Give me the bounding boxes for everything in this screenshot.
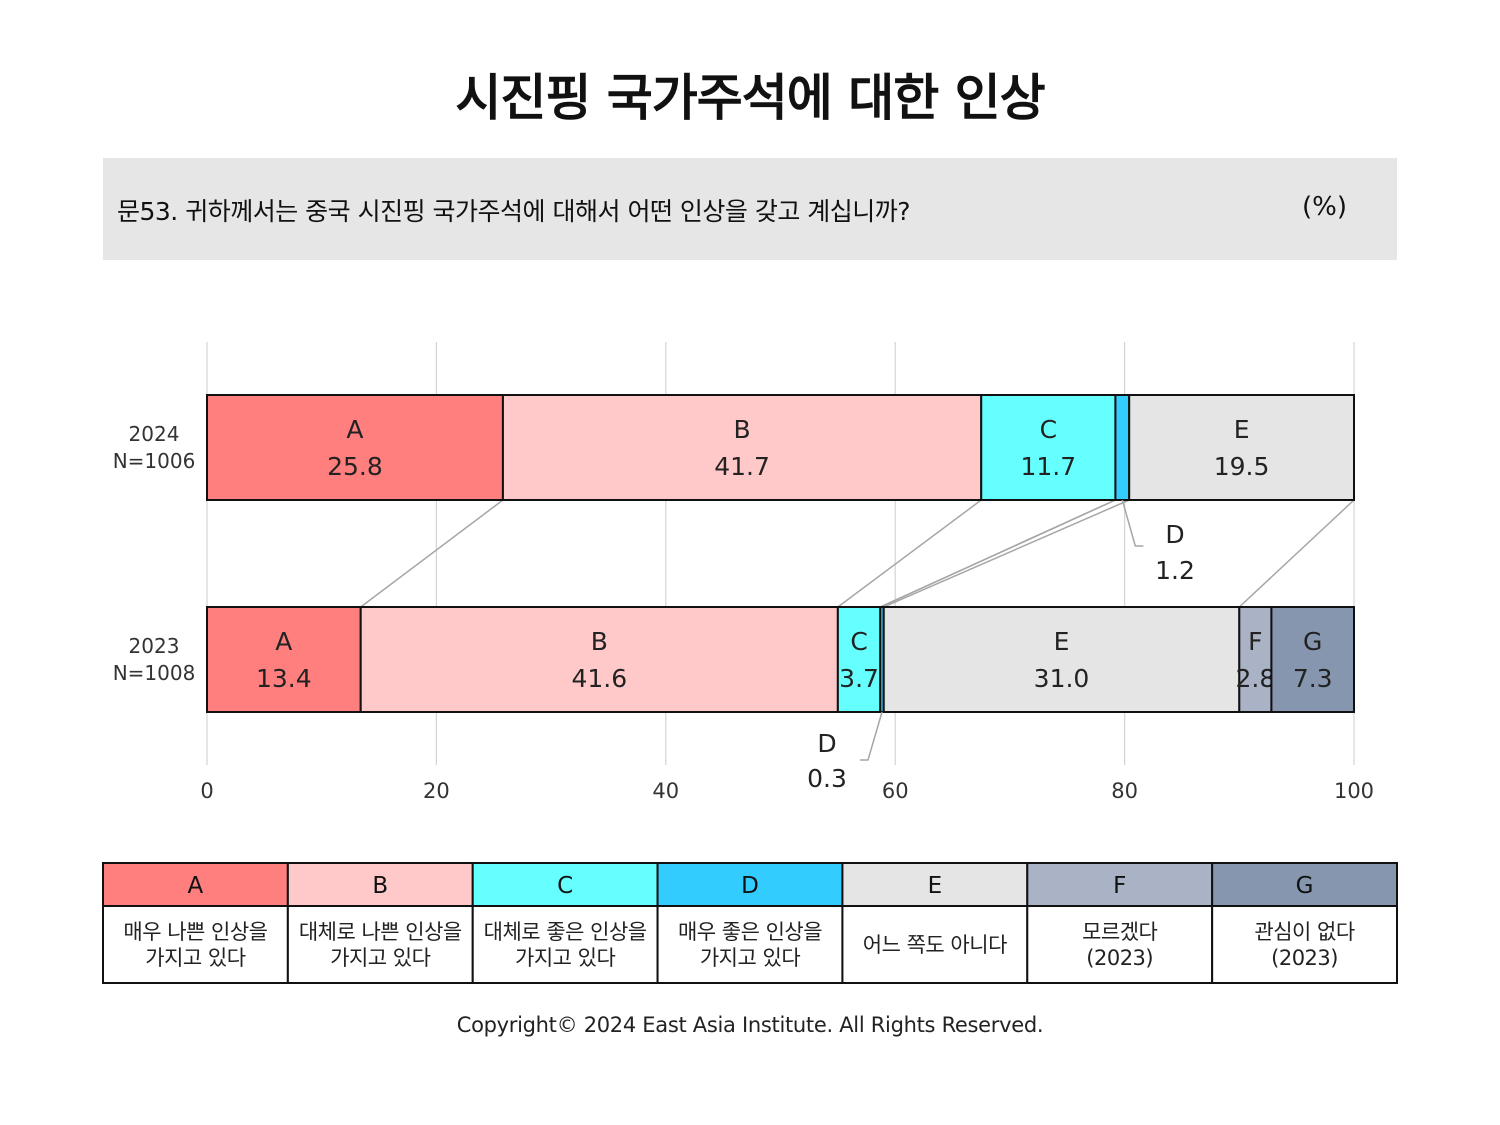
legend-swatch-F bbox=[1026, 862, 1214, 907]
bar-2024-A bbox=[206, 394, 504, 501]
segment-key-2023-D: D bbox=[817, 729, 836, 758]
bar-2023-G bbox=[1270, 606, 1356, 713]
legend-key-D: D bbox=[741, 873, 759, 899]
x-tick-label-100: 100 bbox=[1334, 779, 1374, 803]
bar-2023-C bbox=[836, 606, 882, 713]
data-label-2023-B: 41.6 bbox=[571, 664, 627, 693]
legend-key-A: A bbox=[188, 873, 204, 899]
legend-cell-D bbox=[656, 905, 844, 984]
legend-swatch-E bbox=[841, 862, 1029, 907]
question-text: 문53. 귀하께서는 중국 시진핑 국가주석에 대해서 어떤 인상을 갖고 계십… bbox=[117, 197, 911, 226]
segment-key-2023-A: A bbox=[275, 627, 292, 656]
legend-desc-A-line1: 매우 나쁜 인상을 bbox=[123, 920, 267, 944]
segment-key-2024-B: B bbox=[733, 415, 750, 444]
data-label-2024-B: 41.7 bbox=[714, 452, 770, 481]
bar-2024-D bbox=[1114, 394, 1131, 501]
copyright-text: Copyright© 2024 East Asia Institute. All… bbox=[456, 1013, 1044, 1037]
legend-desc-B-line2: 가지고 있다 bbox=[330, 946, 430, 970]
legend-desc-G-line2: (2023) bbox=[1271, 946, 1338, 970]
legend-desc-B-line1: 대체로 나쁜 인상을 bbox=[299, 920, 462, 944]
data-label-2024-E: 19.5 bbox=[1214, 452, 1270, 481]
legend-key-G: G bbox=[1296, 873, 1314, 899]
legend-desc-E-line1: 어느 쪽도 아니다 bbox=[863, 933, 1007, 957]
segment-key-2023-F: F bbox=[1248, 627, 1262, 656]
bar-2023-F bbox=[1238, 606, 1273, 713]
bar-2023-E bbox=[882, 606, 1241, 713]
segment-key-2023-E: E bbox=[1054, 627, 1070, 656]
legend-desc-C-line2: 가지고 있다 bbox=[515, 946, 615, 970]
legend-desc-G-line1: 관심이 없다 bbox=[1254, 920, 1354, 944]
legend-desc-C-line1: 대체로 좋은 인상을 bbox=[484, 920, 647, 944]
legend-swatch-B bbox=[286, 862, 474, 907]
segment-key-2024-E: E bbox=[1234, 415, 1250, 444]
legend-desc-D-line1: 매우 좋은 인상을 bbox=[678, 920, 822, 944]
row-label-year-2024: 2024 bbox=[129, 422, 180, 446]
x-tick-label-40: 40 bbox=[652, 779, 679, 803]
stacked-bar-chart: 0 20 40 60 80 100 A 25.8 B 41.7 C 11.7 E 19.5 2024 N=10… bbox=[102, 342, 1398, 984]
bar-2023-B bbox=[359, 606, 839, 713]
unit-label: (%) bbox=[1302, 192, 1347, 222]
x-tick-label-20: 20 bbox=[423, 779, 450, 803]
legend-cell-G bbox=[1211, 905, 1398, 984]
x-tick-label-0: 0 bbox=[200, 779, 213, 803]
legend-cell-F bbox=[1026, 905, 1214, 984]
legend-key-F: F bbox=[1113, 873, 1126, 899]
connector-B bbox=[837, 499, 982, 608]
callout-line-2024-D bbox=[1121, 499, 1144, 547]
bar-2024-E bbox=[1128, 394, 1355, 501]
data-label-2023-A: 13.4 bbox=[256, 664, 312, 693]
connector-D-start bbox=[879, 499, 1116, 608]
connector-A bbox=[360, 499, 504, 608]
callout-line-2023-D bbox=[860, 711, 883, 761]
data-label-2024-A: 25.8 bbox=[327, 452, 383, 481]
connector-D bbox=[883, 499, 1130, 608]
bar-2024-B bbox=[501, 394, 983, 501]
legend-cell-A bbox=[102, 905, 289, 984]
legend-desc-F-line1: 모르겠다 bbox=[1082, 920, 1157, 944]
bar-2023-A bbox=[206, 606, 362, 713]
chart-title: 시진핑 국가주석에 대한 인상 bbox=[455, 69, 1045, 127]
data-label-2024-C: 11.7 bbox=[1020, 452, 1076, 481]
legend-desc-A-line2: 가지고 있다 bbox=[145, 946, 245, 970]
data-label-2024-D: 1.2 bbox=[1155, 556, 1195, 585]
data-label-2023-F: 2.8 bbox=[1235, 664, 1275, 693]
data-label-2023-D: 0.3 bbox=[807, 764, 847, 793]
legend-desc-F-line2: (2023) bbox=[1086, 946, 1153, 970]
legend-key-E: E bbox=[928, 873, 943, 899]
x-tick-label-80: 80 bbox=[1111, 779, 1138, 803]
legend-cell-C bbox=[471, 905, 659, 984]
row-label-year-2023: 2023 bbox=[129, 634, 180, 658]
x-tick-label-60: 60 bbox=[882, 779, 909, 803]
segment-key-2024-D: D bbox=[1165, 520, 1184, 549]
segment-key-2023-G: G bbox=[1303, 627, 1322, 656]
legend-swatch-G bbox=[1211, 862, 1398, 907]
connector-E-end bbox=[1238, 499, 1355, 608]
legend-key-B: B bbox=[372, 873, 388, 899]
legend-cell-B bbox=[286, 905, 474, 984]
row-label-n-2023: N=1008 bbox=[113, 661, 196, 685]
row-label-n-2024: N=1006 bbox=[113, 449, 196, 473]
data-label-2023-G: 7.3 bbox=[1293, 664, 1333, 693]
legend-key-C: C bbox=[557, 873, 573, 899]
segment-key-2024-C: C bbox=[1040, 415, 1057, 444]
question-box: 문53. 귀하께서는 중국 시진핑 국가주석에 대해서 어떤 인상을 갖고 계십… bbox=[103, 158, 1397, 260]
segment-key-2023-B: B bbox=[591, 627, 608, 656]
data-label-2023-E: 31.0 bbox=[1034, 664, 1090, 693]
segment-key-2024-A: A bbox=[346, 415, 363, 444]
segment-key-2023-C: C bbox=[850, 627, 867, 656]
legend-desc-D-line2: 가지고 있다 bbox=[700, 946, 800, 970]
bar-2024-C bbox=[980, 394, 1117, 501]
data-label-2023-C: 3.7 bbox=[839, 664, 879, 693]
